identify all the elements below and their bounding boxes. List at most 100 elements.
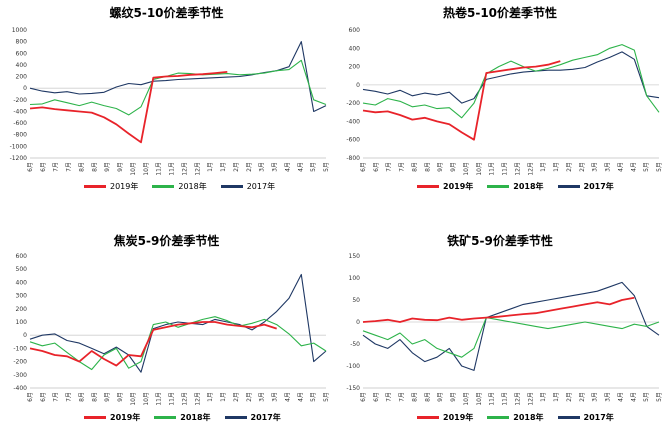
x-tick-label: 2月 bbox=[233, 392, 240, 402]
y-tick-label: 600 bbox=[16, 50, 28, 57]
x-tick-label: 7月 bbox=[386, 392, 393, 402]
x-tick-label: 9月 bbox=[117, 392, 124, 402]
chart-title: 铁矿5-9价差季节性 bbox=[447, 234, 553, 248]
x-tick-label: 10月 bbox=[463, 162, 470, 176]
x-tick-label: 2月 bbox=[233, 162, 240, 172]
x-tick-label: 3月 bbox=[259, 162, 266, 172]
legend-label: 2018年 bbox=[513, 413, 544, 422]
x-tick-label: 6月 bbox=[40, 392, 47, 402]
y-tick-label: -200 bbox=[13, 359, 27, 366]
legend-item: 2017年 bbox=[557, 181, 614, 192]
x-tick-label: 2月 bbox=[246, 392, 253, 402]
chart-title: 热卷5-10价差季节性 bbox=[442, 6, 558, 20]
x-tick-label: 3月 bbox=[259, 392, 266, 402]
y-tick-label: 100 bbox=[349, 275, 361, 282]
legend-item: 2017年 bbox=[557, 412, 614, 423]
x-tick-label: 5月 bbox=[656, 392, 663, 402]
x-tick-label: 6月 bbox=[360, 162, 367, 172]
x-tick-label: 3月 bbox=[592, 162, 599, 172]
x-tick-label: 7月 bbox=[66, 162, 73, 172]
y-tick-label: 200 bbox=[16, 74, 28, 81]
x-tick-label: 2月 bbox=[579, 392, 586, 402]
y-tick-label: 400 bbox=[16, 279, 28, 286]
y-tick-label: 400 bbox=[16, 62, 28, 69]
x-tick-label: 5月 bbox=[310, 162, 317, 172]
x-tick-label: 12月 bbox=[181, 162, 188, 176]
x-tick-label: 2月 bbox=[566, 392, 573, 402]
x-tick-label: 2月 bbox=[566, 162, 573, 172]
x-tick-label: 5月 bbox=[323, 162, 330, 172]
y-tick-label: 200 bbox=[349, 64, 361, 71]
legend-swatch bbox=[487, 185, 510, 188]
x-tick-label: 6月 bbox=[40, 162, 47, 172]
y-tick-label: -100 bbox=[13, 345, 27, 352]
chart-iron-ore: 铁矿5-9价差季节性 150 100 50 0 -50 -100 -150 6月 6月 7月 7月 8… bbox=[333, 218, 667, 435]
x-tick-label: 12月 bbox=[194, 392, 201, 406]
chart-hot-coil: 热卷5-10价差季节性 600 400 200 0 -200 -400 -600 -800 6月… bbox=[333, 0, 667, 217]
legend-item: 2017年 bbox=[224, 412, 281, 423]
x-tick-label: 8月 bbox=[411, 162, 418, 172]
legend-swatch bbox=[224, 416, 247, 419]
x-tick-label: 8月 bbox=[91, 392, 98, 402]
x-tick-label: 11月 bbox=[169, 162, 176, 176]
x-tick-label: 11月 bbox=[489, 392, 496, 406]
x-tick-label: 7月 bbox=[399, 162, 406, 172]
series-line-2017年 bbox=[29, 273, 327, 373]
y-tick-label: 100 bbox=[16, 319, 28, 326]
y-tick-label: 200 bbox=[16, 306, 28, 313]
series-line-2019年 bbox=[29, 321, 277, 367]
x-tick-label: 3月 bbox=[272, 162, 279, 172]
series-line-2017年 bbox=[362, 51, 660, 104]
series-line-2019年 bbox=[362, 60, 561, 141]
x-tick-label: 1月 bbox=[540, 162, 547, 172]
x-tick-label: 5月 bbox=[656, 162, 663, 172]
y-tick-label: 50 bbox=[352, 297, 360, 304]
x-tick-label: 4月 bbox=[297, 162, 304, 172]
legend-swatch bbox=[417, 416, 439, 419]
y-tick-label: 0 bbox=[356, 82, 360, 89]
x-tick-label: 5月 bbox=[643, 392, 650, 402]
x-tick-label: 2月 bbox=[246, 162, 253, 172]
x-tick-label: 12月 bbox=[527, 162, 534, 176]
legend-label: 2017年 bbox=[250, 413, 281, 422]
y-tick-label: -1000 bbox=[10, 143, 28, 150]
legend-swatch bbox=[487, 416, 510, 419]
series-line-2019年 bbox=[362, 296, 635, 323]
x-tick-label: 1月 bbox=[553, 162, 560, 172]
series-line-2018年 bbox=[362, 44, 660, 119]
x-tick-label: 2月 bbox=[579, 162, 586, 172]
y-tick-label: -300 bbox=[13, 372, 27, 379]
y-tick-label: 0 bbox=[23, 85, 27, 92]
legend-item: 2018年 bbox=[152, 181, 207, 192]
x-tick-label: 1月 bbox=[207, 392, 214, 402]
legend-label: 2019年 bbox=[110, 413, 141, 422]
y-tick-label: -150 bbox=[346, 385, 360, 392]
legend-swatch bbox=[84, 416, 106, 419]
series-line-2017年 bbox=[362, 281, 660, 371]
x-tick-label: 3月 bbox=[272, 392, 279, 402]
x-tick-label: 8月 bbox=[411, 392, 418, 402]
x-tick-label: 12月 bbox=[514, 392, 521, 406]
x-tick-label: 10月 bbox=[143, 162, 150, 176]
x-tick-label: 12月 bbox=[527, 392, 534, 406]
legend-item: 2018年 bbox=[487, 412, 544, 423]
x-tick-label: 8月 bbox=[424, 392, 431, 402]
x-tick-label: 1月 bbox=[540, 392, 547, 402]
x-tick-label: 11月 bbox=[156, 162, 163, 176]
x-tick-label: 12月 bbox=[514, 162, 521, 176]
x-tick-label: 5月 bbox=[643, 162, 650, 172]
y-tick-label: -800 bbox=[13, 132, 27, 139]
x-tick-label: 1月 bbox=[220, 162, 227, 172]
chart-legend: 2019年 2018年 2017年 bbox=[84, 412, 281, 423]
legend-item: 2018年 bbox=[487, 181, 544, 192]
y-tick-label: -800 bbox=[346, 155, 360, 162]
x-tick-label: 3月 bbox=[605, 162, 612, 172]
x-tick-label: 8月 bbox=[424, 162, 431, 172]
y-tick-label: 0 bbox=[23, 332, 27, 339]
legend-item: 2019年 bbox=[417, 412, 473, 423]
x-tick-label: 12月 bbox=[194, 162, 201, 176]
legend-label: 2019年 bbox=[443, 182, 474, 191]
legend-label: 2018年 bbox=[180, 413, 211, 422]
legend-swatch bbox=[84, 185, 106, 188]
